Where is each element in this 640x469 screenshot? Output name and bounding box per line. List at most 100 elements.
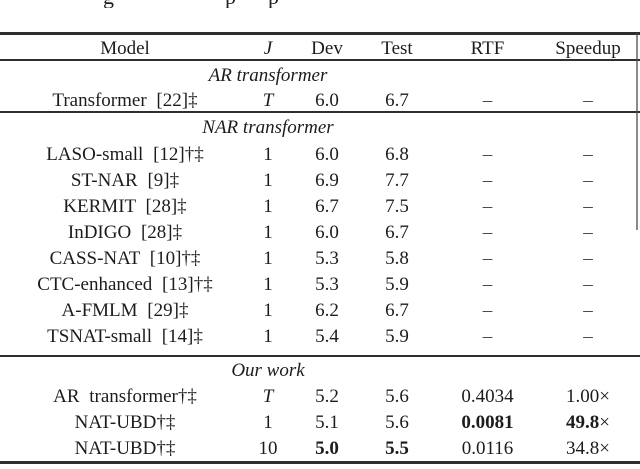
cell-j: 1 <box>263 222 273 243</box>
clipped-caption-line: g p p <box>0 0 640 8</box>
cell-model: CTC-enhanced [13]†‡ <box>37 274 213 295</box>
cell-dev: 5.3 <box>315 248 339 269</box>
cell-rtf: – <box>482 326 493 347</box>
cell-test: 7.7 <box>385 170 409 191</box>
times-symbol: × <box>599 412 610 433</box>
header-bottom-rule <box>0 59 640 61</box>
cell-j: 1 <box>263 412 273 433</box>
table-row: Transformer [22]‡ T 6.0 6.7 – – <box>0 89 640 113</box>
cell-dev: 5.4 <box>315 326 339 347</box>
cell-test: 7.5 <box>385 196 409 217</box>
cell-test: 6.7 <box>385 300 409 321</box>
cell-dev: 6.0 <box>315 90 339 111</box>
table-header-row: Model J Dev Test RTF Speedup <box>0 37 640 61</box>
cell-j: 1 <box>263 274 273 295</box>
cell-j: T <box>262 386 274 407</box>
cell-model: AR transformer†‡ <box>53 386 197 407</box>
cell-test: 5.8 <box>385 248 409 269</box>
cell-j: 1 <box>263 248 273 269</box>
cell-test: 6.7 <box>385 90 409 111</box>
cell-test: 6.8 <box>385 144 409 165</box>
section-label: Our work <box>231 360 305 381</box>
speedup-value: 1.00 <box>566 386 600 407</box>
cell-model: TSNAT-small [14]‡ <box>47 326 203 347</box>
section-label: NAR transformer <box>202 117 334 138</box>
cell-speedup: 49.8× <box>540 411 636 435</box>
cell-model: KERMIT [28]‡ <box>63 196 187 217</box>
cell-dev: 6.2 <box>315 300 339 321</box>
cell-model: NAT-UBD†‡ <box>74 412 176 433</box>
cell-speedup: – <box>583 248 593 269</box>
caption-fragment: p <box>268 0 279 8</box>
table-row: NAT-UBD†‡ 10 5.0 5.5 0.0116 34.8× <box>0 437 640 461</box>
times-symbol: × <box>599 438 610 459</box>
caption-fragment: p <box>225 0 236 8</box>
table-row: ST-NAR [9]‡ 1 6.9 7.7 – – <box>0 169 640 193</box>
speedup-value: 34.8 <box>566 438 600 459</box>
column-header-dev: Dev <box>311 38 343 59</box>
cell-j: 1 <box>263 144 273 165</box>
cell-rtf: – <box>482 144 493 165</box>
cell-model: ST-NAR [9]‡ <box>70 170 180 191</box>
column-header-model: Model <box>100 38 150 59</box>
column-header-test: Test <box>381 38 413 59</box>
table-row: CASS-NAT [10]†‡ 1 5.3 5.8 – – <box>0 247 640 271</box>
table-row: TSNAT-small [14]‡ 1 5.4 5.9 – – <box>0 325 640 349</box>
cell-speedup: – <box>583 90 593 111</box>
cell-model: LASO-small [12]†‡ <box>46 144 204 165</box>
cell-model: InDIGO [28]‡ <box>67 222 183 243</box>
cell-rtf: 0.0116 <box>461 438 514 459</box>
cell-rtf: 0.0081 <box>461 412 514 433</box>
cell-j: 1 <box>263 170 273 191</box>
cell-speedup: – <box>583 196 593 217</box>
table-row: KERMIT [28]‡ 1 6.7 7.5 – – <box>0 195 640 219</box>
cell-speedup: – <box>583 274 593 295</box>
cell-rtf: – <box>482 248 493 269</box>
caption-fragment: g <box>103 0 114 8</box>
cell-j: 1 <box>263 196 273 217</box>
cell-rtf: 0.4034 <box>461 386 514 407</box>
column-header-rtf: RTF <box>470 38 505 59</box>
column-header-j: J <box>263 38 273 59</box>
column-header-speedup: Speedup <box>555 38 621 59</box>
cell-speedup: 1.00× <box>540 385 636 409</box>
cell-speedup: – <box>583 300 593 321</box>
cell-test: 5.5 <box>385 438 409 459</box>
cell-rtf: – <box>482 196 493 217</box>
cell-model: NAT-UBD†‡ <box>74 438 176 459</box>
cell-speedup: 34.8× <box>540 437 636 461</box>
cell-dev: 5.3 <box>315 274 339 295</box>
table-row: NAT-UBD†‡ 1 5.1 5.6 0.0081 49.8× <box>0 411 640 435</box>
speedup-value: 49.8 <box>566 412 600 433</box>
cell-speedup: – <box>583 170 593 191</box>
table-row: A-FMLM [29]‡ 1 6.2 6.7 – – <box>0 299 640 323</box>
times-symbol: × <box>599 386 610 407</box>
cell-dev: 6.0 <box>315 144 339 165</box>
cell-model: Transformer [22]‡ <box>52 90 198 111</box>
cell-rtf: – <box>482 222 493 243</box>
cell-rtf: – <box>482 300 493 321</box>
table-row: CTC-enhanced [13]†‡ 1 5.3 5.9 – – <box>0 273 640 297</box>
cell-dev: 6.9 <box>315 170 339 191</box>
cell-test: 5.6 <box>385 386 409 407</box>
cell-dev: 5.1 <box>315 412 339 433</box>
cell-dev: 5.0 <box>315 438 339 459</box>
cell-j: T <box>262 90 274 111</box>
cell-test: 5.9 <box>385 274 409 295</box>
cell-j: 1 <box>263 300 273 321</box>
cell-model: CASS-NAT [10]†‡ <box>49 248 201 269</box>
section-label: AR transformer <box>208 65 328 86</box>
table-row: InDIGO [28]‡ 1 6.0 6.7 – – <box>0 221 640 245</box>
cell-dev: 6.7 <box>315 196 339 217</box>
cell-speedup: – <box>583 222 593 243</box>
cell-test: 5.9 <box>385 326 409 347</box>
cell-speedup: – <box>583 144 593 165</box>
cell-j: 1 <box>263 326 273 347</box>
table-top-rule <box>0 32 640 35</box>
cell-speedup: – <box>583 326 593 347</box>
cell-rtf: – <box>482 170 493 191</box>
scan-edge-artifact <box>636 33 638 230</box>
table-row: AR transformer†‡ T 5.2 5.6 0.4034 1.00× <box>0 385 640 409</box>
cell-test: 6.7 <box>385 222 409 243</box>
